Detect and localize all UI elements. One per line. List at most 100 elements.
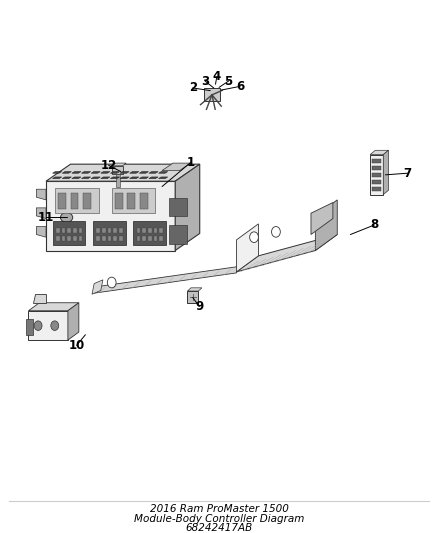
Polygon shape — [120, 177, 129, 179]
Bar — [137, 236, 140, 241]
Polygon shape — [81, 177, 91, 179]
Bar — [79, 236, 82, 241]
Polygon shape — [130, 177, 139, 179]
Polygon shape — [162, 163, 191, 171]
Bar — [148, 228, 152, 233]
Bar — [159, 236, 163, 241]
Text: 2016 Ram ProMaster 1500: 2016 Ram ProMaster 1500 — [149, 504, 289, 514]
Polygon shape — [94, 266, 239, 293]
Bar — [372, 180, 381, 184]
Text: 3: 3 — [201, 75, 209, 87]
Bar — [187, 291, 198, 303]
Bar — [154, 228, 157, 233]
Polygon shape — [315, 200, 337, 251]
Polygon shape — [101, 177, 110, 179]
Bar — [127, 193, 135, 209]
Polygon shape — [110, 177, 120, 179]
Bar — [154, 236, 157, 241]
Bar — [58, 193, 66, 209]
Bar — [169, 225, 187, 244]
Circle shape — [272, 227, 280, 237]
Polygon shape — [46, 164, 200, 181]
Text: 5: 5 — [225, 75, 233, 87]
Polygon shape — [175, 164, 200, 251]
Bar — [67, 236, 71, 241]
Bar — [142, 228, 146, 233]
Circle shape — [107, 277, 116, 288]
Bar — [372, 173, 381, 177]
Polygon shape — [36, 227, 46, 237]
Polygon shape — [311, 203, 333, 235]
Bar — [142, 236, 146, 241]
Text: 11: 11 — [38, 211, 54, 224]
Bar — [140, 193, 148, 209]
Text: 9: 9 — [195, 300, 203, 313]
Circle shape — [34, 321, 42, 330]
Polygon shape — [110, 172, 120, 173]
Polygon shape — [159, 177, 168, 179]
Bar — [372, 187, 381, 191]
Bar — [79, 228, 82, 233]
Text: 8: 8 — [371, 219, 378, 231]
Bar — [102, 228, 106, 233]
Text: 7: 7 — [403, 167, 411, 180]
Polygon shape — [28, 311, 68, 340]
Bar — [372, 159, 381, 163]
Polygon shape — [130, 172, 139, 173]
Polygon shape — [370, 155, 383, 195]
Bar — [96, 236, 100, 241]
Polygon shape — [36, 208, 46, 219]
Text: Module-Body Controller Diagram: Module-Body Controller Diagram — [134, 514, 304, 523]
Text: 6: 6 — [236, 80, 244, 93]
Circle shape — [250, 232, 258, 243]
Bar — [93, 221, 126, 245]
Polygon shape — [28, 303, 79, 311]
Bar — [62, 236, 65, 241]
Circle shape — [51, 321, 59, 330]
Polygon shape — [204, 88, 220, 101]
Polygon shape — [68, 303, 79, 340]
Text: 68242417AB: 68242417AB — [185, 523, 253, 533]
Bar — [115, 193, 123, 209]
Bar — [119, 236, 123, 241]
Polygon shape — [62, 177, 71, 179]
Bar — [169, 198, 187, 216]
Bar — [53, 221, 85, 245]
Bar — [83, 193, 91, 209]
Text: 10: 10 — [68, 339, 85, 352]
Polygon shape — [36, 189, 46, 200]
Polygon shape — [112, 163, 126, 166]
Bar — [112, 166, 123, 174]
Bar — [96, 228, 100, 233]
Polygon shape — [72, 177, 81, 179]
Polygon shape — [237, 235, 337, 272]
Polygon shape — [91, 177, 100, 179]
Bar — [148, 236, 152, 241]
Bar — [113, 236, 117, 241]
Polygon shape — [237, 224, 258, 272]
Text: 2: 2 — [189, 82, 197, 94]
Bar — [372, 166, 381, 170]
Bar — [56, 228, 60, 233]
Polygon shape — [149, 177, 158, 179]
Polygon shape — [33, 294, 46, 303]
Bar — [62, 228, 65, 233]
Polygon shape — [139, 172, 148, 173]
Polygon shape — [91, 172, 100, 173]
Bar — [102, 236, 106, 241]
Text: 1: 1 — [187, 156, 194, 169]
Polygon shape — [370, 150, 389, 155]
Bar — [133, 221, 166, 245]
Bar — [119, 228, 123, 233]
Bar — [26, 319, 33, 335]
Polygon shape — [159, 172, 168, 173]
Polygon shape — [139, 177, 148, 179]
Polygon shape — [72, 172, 81, 173]
Bar — [116, 174, 120, 187]
Bar — [159, 228, 163, 233]
Bar — [55, 188, 99, 213]
Bar — [137, 228, 140, 233]
Bar — [112, 188, 155, 213]
Bar — [67, 228, 71, 233]
Text: 4: 4 — [213, 70, 221, 83]
